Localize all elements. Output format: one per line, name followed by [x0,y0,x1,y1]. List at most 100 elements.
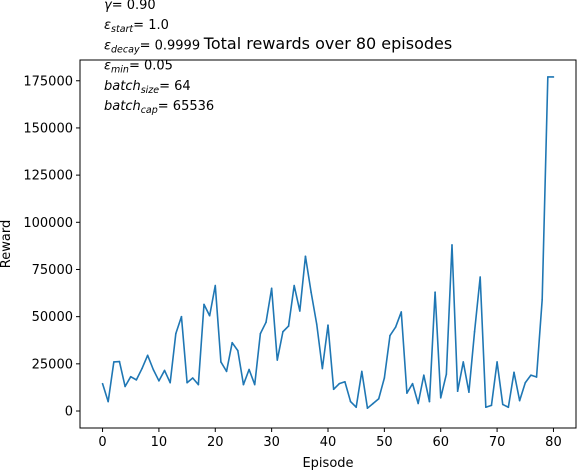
data-point [547,76,549,78]
data-point [225,370,228,373]
data-point [389,334,391,337]
hyperparameter-label: batchcap= 65536 [104,99,214,116]
x-tick-label: 30 [263,435,280,450]
y-axis-ticks: 0 25000 50000 75000 100000 125000 150000 175000 [23,74,80,420]
y-tick-label: 150000 [23,121,73,136]
data-point [439,397,442,399]
data-point [513,371,515,374]
y-tick-label: 0 [65,405,73,420]
data-point [276,359,279,361]
data-point [197,383,200,386]
data-point [169,381,171,384]
data-point [287,325,290,327]
data-point [344,380,346,383]
hyperparameter-label: γ= 0.90 [104,0,156,13]
data-point [253,383,256,386]
data-point [349,400,352,403]
data-point [310,291,312,293]
data-point [372,402,374,405]
data-point [394,326,397,328]
data-point [191,377,194,379]
data-point [524,381,527,384]
data-point [530,374,532,376]
data-point [203,303,205,306]
data-point [473,330,476,333]
data-point [434,291,436,293]
hyperparameter-label: εmin= 0.05 [104,59,173,76]
data-point [113,361,115,363]
data-point [338,382,341,385]
data-point [451,244,453,246]
data-point [163,369,166,372]
hyperparameter-label: εdecay= 0.9999 [104,38,200,55]
y-tick-label: 75000 [32,263,73,278]
data-point [456,390,459,393]
data-point [490,404,493,407]
x-tick-label: 0 [98,435,106,450]
data-point [332,388,335,391]
x-tick-label: 10 [151,435,168,450]
y-tick-label: 100000 [23,216,73,231]
data-point [552,76,555,78]
x-tick-label: 70 [489,435,506,450]
data-point [180,315,183,318]
data-point [361,370,363,373]
y-tick-label: 50000 [32,310,73,325]
data-point [315,323,318,326]
data-point [220,361,222,363]
data-point [468,391,470,393]
data-point [259,332,262,335]
data-point [535,376,538,378]
data-point [445,373,448,376]
x-tick-label: 60 [432,435,449,450]
data-point [428,400,431,403]
y-axis-label: Reward [0,220,14,268]
data-point [237,349,239,352]
data-point [541,298,543,301]
data-point [496,361,498,363]
data-point [304,255,307,258]
data-point [321,367,324,370]
chart-title: Total rewards over 80 episodes [203,34,452,53]
data-point [107,400,109,403]
data-point [377,397,380,400]
x-axis-ticks: 0 10 20 30 40 50 60 70 80 [98,428,562,450]
data-point [242,383,245,386]
data-point [406,392,408,394]
data-point [518,399,521,402]
data-point [462,361,465,363]
x-tick-label: 80 [545,435,562,450]
data-point [479,276,481,278]
data-point [282,330,284,333]
data-point [231,341,233,344]
data-point [214,284,217,287]
hyperparameter-label: batchsize= 64 [104,79,191,96]
data-point [186,381,188,384]
data-point [299,310,301,312]
data-point [417,402,419,405]
x-axis-label: Episode [302,456,353,471]
data-point [411,382,414,385]
data-point [141,367,143,370]
data-point [383,377,386,379]
series-line [101,76,554,409]
y-tick-label: 175000 [23,74,73,89]
data-point [118,360,121,363]
data-point [270,287,273,290]
x-tick-label: 50 [376,435,393,450]
data-points [101,76,555,409]
data-point [400,311,403,313]
data-point [175,332,177,335]
data-point [101,382,104,385]
data-point [129,375,132,378]
data-point [485,406,487,409]
data-point [293,284,295,287]
data-point [423,374,425,376]
y-tick-label: 25000 [32,357,73,372]
y-tick-label: 125000 [23,169,73,184]
hyperparameter-label: εstart= 1.0 [104,18,169,35]
data-point [158,380,160,382]
data-point [208,314,211,317]
data-point [327,324,329,326]
